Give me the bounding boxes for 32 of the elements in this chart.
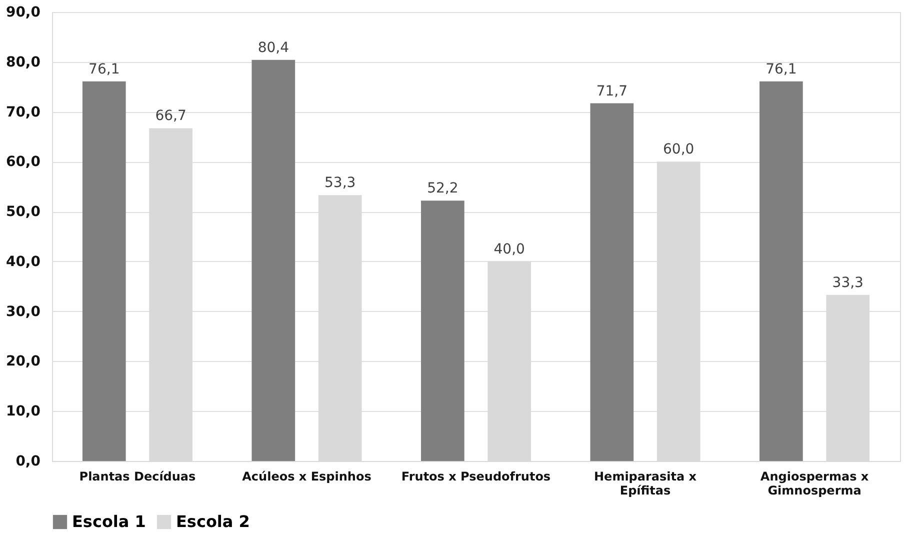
bar [82,81,126,461]
y-tick-label: 0,0 [16,454,41,470]
bar [252,60,296,461]
data-label: 71,7 [596,83,628,100]
y-tick-label: 80,0 [6,54,41,70]
data-label: 33,3 [832,274,864,291]
data-label: 40,0 [494,241,525,258]
y-tick-label: 60,0 [6,154,41,170]
y-tick-label: 40,0 [6,254,41,270]
y-tick-label: 30,0 [6,304,41,320]
x-tick-label: Acúleos x Espinhos [242,470,372,484]
x-tick-label: Hemiparasita x Epífitas [594,470,697,498]
data-label: 66,7 [155,108,186,124]
y-tick-label: 10,0 [6,404,41,420]
y-tick-label: 90,0 [6,4,41,20]
bar [590,103,634,461]
y-tick-label: 50,0 [6,204,41,220]
bar [420,200,464,461]
legend-label: Escola 2 [176,512,250,531]
data-label: 80,4 [258,40,290,56]
data-label: 76,1 [88,61,120,78]
data-label: 53,3 [324,175,356,192]
data-label: 76,1 [766,61,797,78]
x-tick-label: Angiospermas x Gimnosperma [760,470,869,498]
y-tick-label: 70,0 [6,104,41,120]
x-tick-label: Plantas Decíduas [79,470,196,484]
bar [760,81,803,461]
legend-label: Escola 1 [72,512,146,531]
y-tick-label: 20,0 [6,354,41,370]
data-label: 52,2 [427,180,458,197]
x-tick-label: Frutos x Pseudofrutos [401,470,551,484]
data-label: 60,0 [663,142,694,158]
